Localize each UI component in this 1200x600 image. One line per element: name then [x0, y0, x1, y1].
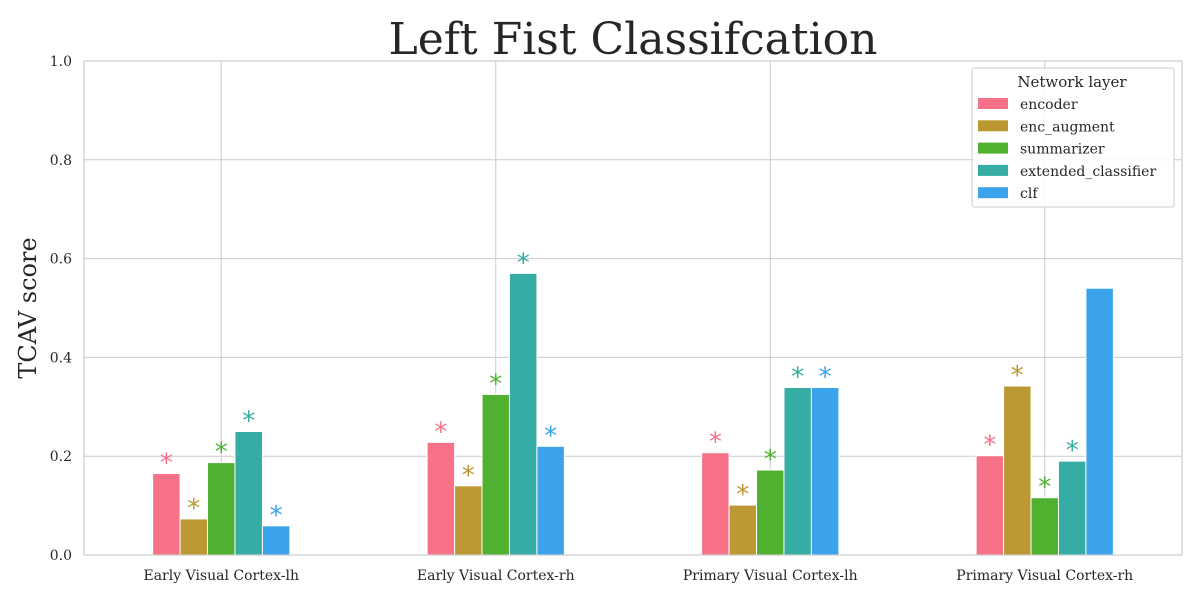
significance-star: *	[1011, 361, 1024, 391]
legend-swatch-extended_classifier	[978, 164, 1008, 176]
legend: Network layer encoder enc_augment summariz…	[971, 67, 1175, 208]
bar-clf	[536, 445, 565, 556]
legend-swatch-clf	[978, 187, 1008, 199]
legend-swatch-enc_augment	[978, 120, 1008, 132]
y-axis-ticks: 0.0 0.2 0.4 0.6 0.8 1.0	[50, 54, 72, 564]
bar-clf	[261, 525, 291, 556]
bar-summarizer	[1030, 497, 1059, 556]
significance-star: *	[434, 417, 447, 447]
bar-extended_classifier	[234, 431, 263, 556]
bar-clf	[810, 387, 840, 556]
x-tick-label: Primary Visual Cortex-rh	[956, 568, 1133, 584]
y-axis-label: TCAV score	[14, 237, 42, 378]
significance-star: *	[270, 501, 283, 531]
significance-star: *	[242, 407, 255, 437]
significance-star: *	[764, 445, 777, 475]
significance-markers: * * * * * * * * * * * * * * * * * * *	[160, 248, 1079, 530]
bar-extended_classifier	[783, 387, 812, 556]
bar-enc_augment	[728, 504, 758, 556]
significance-star: *	[736, 480, 749, 510]
legend-label: summarizer	[1020, 142, 1105, 158]
significance-star: *	[160, 448, 173, 478]
significance-star: *	[819, 363, 832, 393]
significance-star: *	[791, 363, 804, 393]
x-tick-label: Early Visual Cortex-rh	[417, 568, 575, 584]
bar-encoder	[975, 455, 1005, 556]
significance-star: *	[187, 494, 200, 524]
bar-extended_classifier	[508, 272, 538, 556]
x-tick-label: Early Visual Cortex-lh	[143, 568, 299, 584]
y-tick-label: 0.8	[50, 153, 72, 169]
bar-summarizer	[756, 469, 785, 556]
legend-box	[971, 67, 1175, 208]
bar-enc_augment	[454, 485, 483, 556]
bar-summarizer	[481, 393, 510, 556]
legend-label: encoder	[1020, 97, 1078, 113]
bar-encoder	[152, 472, 181, 556]
legend-label: enc_augment	[1020, 119, 1115, 135]
x-axis-ticks: Early Visual Cortex-lh Early Visual Corte…	[143, 568, 1133, 584]
x-tick-label: Primary Visual Cortex-lh	[683, 568, 858, 584]
bar-encoder	[701, 452, 730, 556]
significance-star: *	[544, 421, 557, 451]
legend-swatch-summarizer	[978, 142, 1008, 154]
bar-enc_augment	[1003, 385, 1032, 556]
significance-star: *	[462, 461, 475, 491]
significance-star: *	[983, 431, 996, 461]
bar-clf	[1085, 287, 1114, 556]
significance-star: *	[709, 428, 722, 458]
legend-label: extended_classifier	[1020, 164, 1156, 180]
legend-label: clf	[1020, 186, 1039, 202]
legend-swatch-encoder	[978, 98, 1008, 109]
significance-star: *	[1038, 473, 1051, 503]
bar-encoder	[426, 441, 456, 556]
bar-enc_augment	[179, 518, 209, 556]
significance-star: *	[517, 248, 530, 278]
significance-star: *	[215, 438, 228, 468]
chart-title: Left Fist Classifcation	[388, 14, 877, 65]
y-tick-label: 1.0	[50, 54, 72, 70]
bar-extended_classifier	[1057, 460, 1087, 556]
plot-area-frame	[83, 60, 1183, 556]
bars	[152, 272, 1114, 556]
bar-summarizer	[207, 462, 236, 556]
y-tick-label: 0.4	[50, 350, 72, 366]
significance-star: *	[489, 369, 502, 399]
legend-title: Network layer	[1017, 73, 1127, 91]
y-tick-label: 0.6	[50, 252, 72, 268]
y-tick-label: 0.2	[50, 449, 72, 465]
significance-star: *	[1066, 436, 1079, 466]
y-tick-label: 0.0	[50, 548, 72, 564]
